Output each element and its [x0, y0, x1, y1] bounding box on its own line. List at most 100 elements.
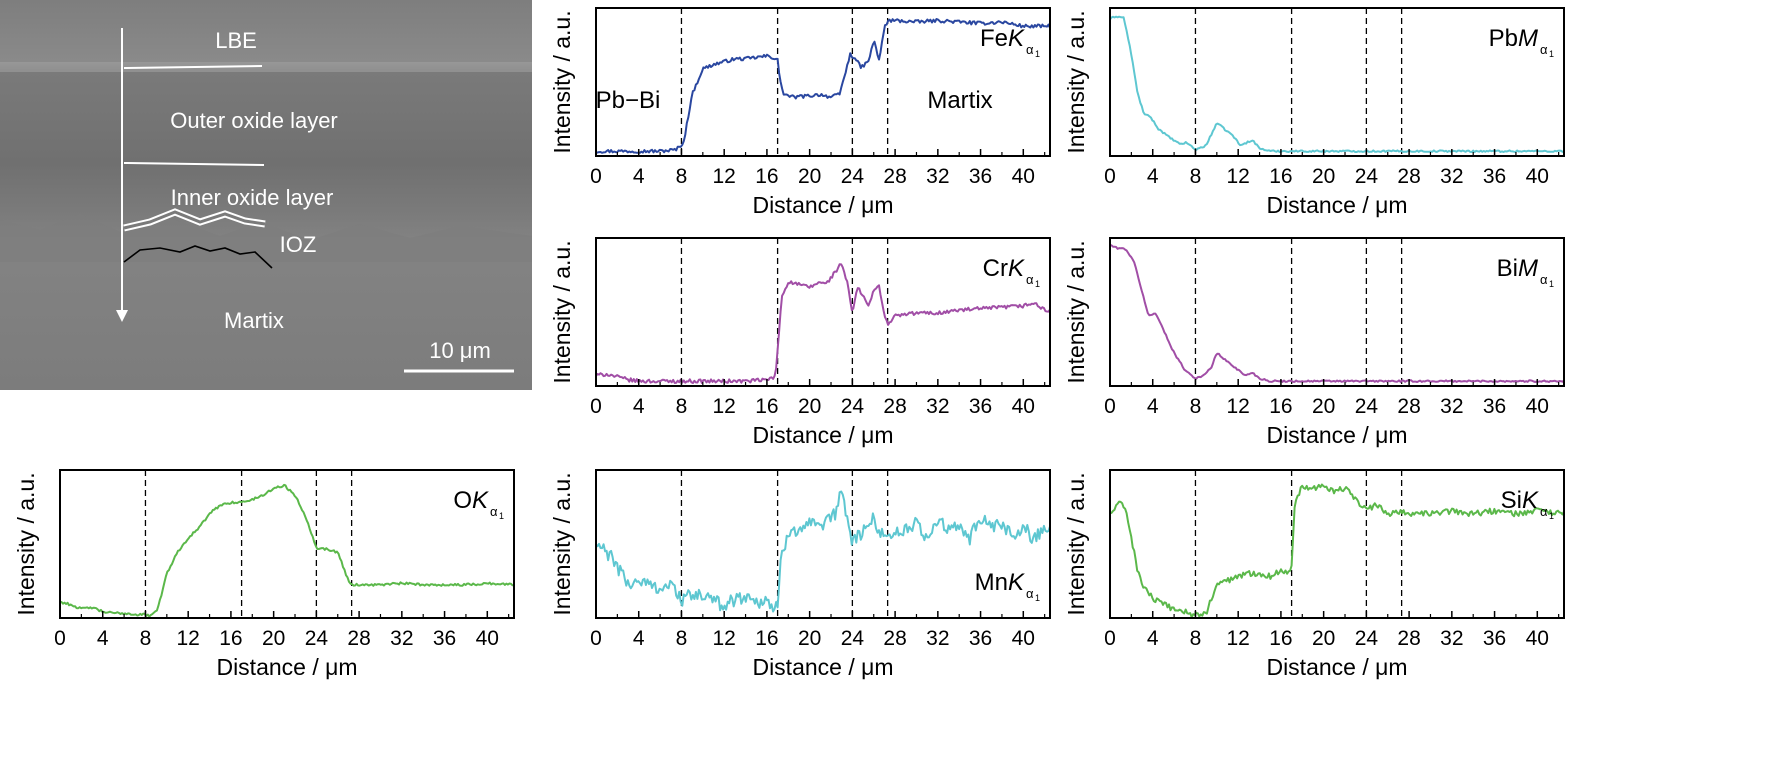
- series-line-pb: [1109, 15, 1565, 153]
- element-label-subscript: α: [1026, 272, 1034, 287]
- x-tick-label: 12: [1227, 627, 1250, 650]
- y-axis-label: Intensity / a.u.: [1063, 10, 1089, 153]
- element-label-subscript-index: 1: [1549, 279, 1554, 289]
- series-line-si: [1109, 483, 1565, 619]
- x-tick-label: 28: [883, 165, 906, 188]
- x-axis-label: Distance / μm: [752, 422, 893, 448]
- x-tick-label: 40: [1012, 627, 1035, 650]
- chart-bi: 0 4 8 12 16 20 24 28 32 36 40 Distance / μm Intensit…: [1063, 237, 1565, 448]
- element-label: MnK: [975, 569, 1025, 596]
- element-label-subscript: α: [1026, 586, 1034, 601]
- sem-boundary-outer: [123, 162, 265, 166]
- y-axis-label: Intensity / a.u.: [549, 240, 575, 383]
- x-tick-label: 0: [54, 627, 66, 650]
- x-tick-label: 28: [883, 627, 906, 650]
- x-tick-label: 16: [219, 627, 242, 650]
- plot-frame: [1109, 7, 1565, 157]
- x-tick-label: 20: [1312, 165, 1335, 188]
- x-tick-label: 20: [798, 165, 821, 188]
- element-label: FeK: [980, 25, 1025, 52]
- sem-micrograph: LBE Outer oxide layer Inner oxide layer …: [0, 0, 532, 390]
- x-tick-label: 36: [1483, 165, 1506, 188]
- x-tick-label: 24: [305, 627, 329, 650]
- x-tick-label: 28: [883, 395, 906, 418]
- x-tick-label: 12: [713, 165, 736, 188]
- sem-scan-arrowhead: [116, 310, 128, 322]
- x-axis-label: Distance / μm: [1266, 192, 1407, 218]
- x-tick-label: 16: [755, 165, 778, 188]
- x-tick-label: 16: [1269, 395, 1292, 418]
- x-tick-label: 20: [1312, 627, 1335, 650]
- x-tick-label: 4: [1147, 165, 1159, 188]
- element-label: BiM: [1497, 255, 1538, 282]
- x-tick-label: 12: [713, 395, 736, 418]
- x-tick-label: 8: [676, 395, 688, 418]
- x-tick-label: 20: [1312, 395, 1335, 418]
- element-label-subscript: α: [1540, 272, 1548, 287]
- element-label: SiK: [1501, 487, 1539, 514]
- x-tick-label: 24: [1355, 165, 1379, 188]
- chart-pb: 0 4 8 12 16 20 24 28 32 36 40 Distance / μm Intensit…: [1063, 7, 1565, 218]
- x-tick-label: 12: [1227, 395, 1250, 418]
- series-line-o: [59, 483, 514, 618]
- x-tick-label: 28: [1397, 165, 1420, 188]
- sem-label-lbe: LBE: [215, 28, 257, 53]
- element-label-subscript-index: 1: [1035, 279, 1040, 289]
- x-tick-label: 40: [1012, 395, 1035, 418]
- x-tick-label: 8: [1190, 165, 1202, 188]
- series-line-fe: [595, 18, 1051, 154]
- x-tick-label: 32: [1440, 627, 1463, 650]
- sem-interface-band: [0, 62, 532, 72]
- x-tick-label: 4: [633, 165, 645, 188]
- x-tick-label: 36: [969, 627, 992, 650]
- sem-boundary-ioz: [123, 245, 273, 269]
- x-tick-label: 40: [1526, 395, 1549, 418]
- x-tick-label: 32: [926, 165, 949, 188]
- region-annotation: Martix: [927, 87, 992, 114]
- x-axis-label: Distance / μm: [1266, 654, 1407, 680]
- x-tick-label: 32: [1440, 395, 1463, 418]
- element-label-subscript: α: [1026, 42, 1034, 57]
- x-tick-label: 16: [1269, 627, 1292, 650]
- region-annotation: Pb−Bi: [596, 87, 661, 114]
- x-axis-label: Distance / μm: [1266, 422, 1407, 448]
- x-tick-label: 24: [1355, 395, 1379, 418]
- x-tick-label: 16: [1269, 165, 1292, 188]
- element-label: CrK: [983, 255, 1025, 282]
- x-tick-label: 16: [755, 395, 778, 418]
- x-tick-label: 16: [755, 627, 778, 650]
- plot-frame: [595, 237, 1051, 387]
- y-axis-label: Intensity / a.u.: [549, 472, 575, 615]
- x-tick-label: 32: [926, 395, 949, 418]
- x-axis-label: Distance / μm: [752, 654, 893, 680]
- element-label: PbM: [1489, 25, 1538, 52]
- x-tick-label: 0: [1104, 165, 1116, 188]
- x-tick-label: 20: [798, 627, 821, 650]
- x-tick-label: 0: [1104, 395, 1116, 418]
- x-tick-label: 4: [97, 627, 109, 650]
- series-line-bi: [1109, 244, 1565, 383]
- element-label-subscript: α: [1540, 504, 1548, 519]
- x-tick-label: 24: [841, 395, 865, 418]
- plot-frame: [595, 7, 1051, 157]
- sem-ioz-region: [0, 214, 532, 262]
- x-tick-label: 4: [1147, 395, 1159, 418]
- x-tick-label: 4: [633, 395, 645, 418]
- x-tick-label: 12: [713, 627, 736, 650]
- x-tick-label: 28: [347, 627, 370, 650]
- x-tick-label: 32: [1440, 165, 1463, 188]
- sem-label-outer-oxide: Outer oxide layer: [170, 108, 338, 133]
- plot-frame: [59, 469, 515, 619]
- sem-scalebar-label: 10 μm: [429, 338, 491, 363]
- sem-label-ioz: IOZ: [280, 232, 317, 257]
- element-label-subscript: α: [490, 504, 498, 519]
- x-tick-label: 36: [969, 395, 992, 418]
- x-tick-label: 20: [262, 627, 285, 650]
- y-axis-label: Intensity / a.u.: [1063, 240, 1089, 383]
- series-line-cr: [595, 263, 1051, 384]
- x-tick-label: 40: [1012, 165, 1035, 188]
- element-label-subscript-index: 1: [1549, 511, 1554, 521]
- plot-frame: [1109, 237, 1565, 387]
- x-tick-label: 20: [798, 395, 821, 418]
- x-tick-label: 40: [476, 627, 499, 650]
